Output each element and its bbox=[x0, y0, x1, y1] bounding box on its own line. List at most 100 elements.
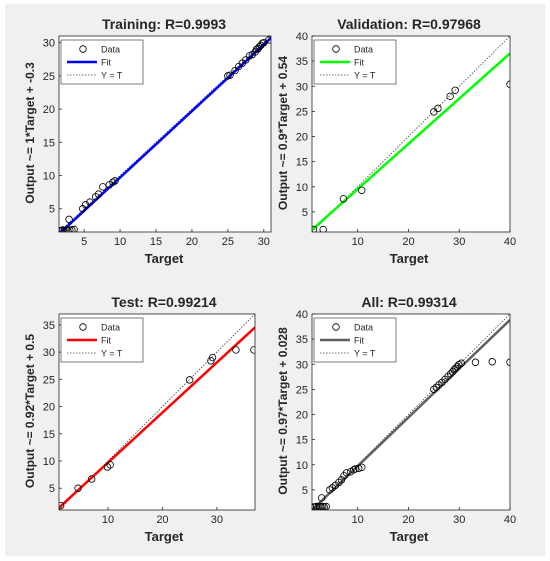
y-tick-label: 15 bbox=[296, 157, 308, 169]
y-tick-label: 30 bbox=[296, 81, 308, 93]
plot-content bbox=[312, 36, 510, 232]
panel-title: All: R=0.99314 bbox=[361, 294, 457, 310]
x-tick-label: 10 bbox=[352, 514, 364, 526]
x-tick-label: 10 bbox=[352, 236, 364, 248]
data-point bbox=[87, 475, 96, 483]
y-tick-label: 30 bbox=[43, 38, 55, 50]
legend-entry-yt: Y = T bbox=[101, 71, 123, 81]
data-point bbox=[208, 353, 217, 362]
legend-box: Data Fit Y = T bbox=[313, 317, 397, 363]
y-tick-label: 35 bbox=[43, 320, 55, 332]
legend-entry-data: Data bbox=[101, 45, 120, 55]
data-point bbox=[258, 39, 267, 48]
y-tick-label: 35 bbox=[296, 334, 308, 346]
data-point bbox=[434, 104, 442, 113]
data-point bbox=[74, 484, 82, 492]
y-tick-label: 20 bbox=[296, 410, 308, 422]
x-tick-label: 20 bbox=[402, 236, 414, 248]
legend-entry-yt: Y = T bbox=[354, 71, 376, 81]
y-axis-label: Output ~= 0.9*Target + 0.54 bbox=[276, 56, 290, 210]
legend-box: Data Fit Y = T bbox=[313, 39, 397, 85]
y-axis-label: Output ~= 0.97*Target + 0.028 bbox=[276, 327, 290, 495]
axes-frame bbox=[58, 313, 256, 511]
x-axis-label: Target bbox=[390, 251, 429, 266]
plot-content bbox=[59, 314, 255, 510]
data-point bbox=[59, 501, 65, 510]
fit-line bbox=[59, 37, 271, 232]
data-point bbox=[337, 476, 346, 484]
data-point bbox=[349, 466, 358, 474]
x-tick-label: 30 bbox=[453, 514, 465, 526]
y-tick-label: 30 bbox=[296, 359, 308, 371]
y-tick-label: 40 bbox=[296, 31, 308, 43]
x-tick-label: 20 bbox=[402, 514, 414, 526]
x-tick-label: 25 bbox=[222, 236, 234, 248]
x-axis-label: Target bbox=[145, 529, 184, 544]
legend-entry-data: Data bbox=[101, 323, 120, 333]
y-tick-label: 15 bbox=[43, 429, 55, 441]
data-point bbox=[86, 198, 94, 206]
fit-line bbox=[312, 52, 510, 231]
y-tick-label: 30 bbox=[43, 347, 55, 359]
data-point bbox=[444, 372, 452, 381]
data-point bbox=[106, 461, 114, 469]
x-axis-label: Target bbox=[145, 251, 184, 266]
panel-all: All: R=0.99314 Target Output ~= 0.97*Tar… bbox=[276, 294, 516, 544]
y-tick-label: 5 bbox=[49, 204, 55, 216]
legend-entry-data: Data bbox=[354, 323, 373, 333]
data-point bbox=[265, 36, 271, 44]
axes-frame bbox=[311, 313, 511, 511]
panel-title: Test: R=0.99214 bbox=[111, 294, 216, 310]
legend-data-marker bbox=[332, 45, 340, 53]
data-point bbox=[451, 86, 459, 94]
data-point bbox=[317, 494, 326, 502]
plot-content bbox=[312, 314, 510, 510]
panel-title: Validation: R=0.97968 bbox=[337, 16, 481, 32]
y-tick-label: 5 bbox=[49, 483, 55, 495]
y-tick-label: 35 bbox=[296, 56, 308, 68]
legend-entry-fit: Fit bbox=[101, 336, 111, 346]
y-tick-label: 25 bbox=[43, 71, 55, 83]
x-axis-label: Target bbox=[390, 529, 429, 544]
panel-validation: Validation: R=0.97968 Target Output ~= 0… bbox=[276, 16, 516, 266]
legend-entry-yt: Y = T bbox=[354, 349, 376, 359]
y-tick-label: 20 bbox=[43, 402, 55, 414]
y-tick-label: 5 bbox=[302, 485, 308, 497]
data-point bbox=[103, 463, 112, 471]
data-point bbox=[65, 215, 73, 224]
data-point bbox=[62, 226, 70, 232]
legend-entry-fit: Fit bbox=[101, 58, 111, 68]
data-point bbox=[488, 358, 496, 366]
axes-frame bbox=[58, 35, 272, 233]
y-tick-label: 5 bbox=[302, 207, 308, 219]
data-point bbox=[358, 463, 366, 471]
fit-line bbox=[59, 326, 255, 509]
data-point bbox=[457, 359, 465, 367]
data-point bbox=[312, 225, 318, 232]
y-axis-label: Output ~= 1*Target + -0.3 bbox=[23, 62, 37, 204]
legend-entry-yt: Y = T bbox=[101, 349, 123, 359]
data-point bbox=[432, 383, 441, 392]
data-point bbox=[471, 358, 480, 366]
data-point bbox=[250, 346, 255, 354]
data-point bbox=[506, 80, 510, 88]
y-tick-label: 10 bbox=[296, 460, 308, 472]
plot-content bbox=[59, 36, 271, 232]
x-tick-label: 30 bbox=[258, 236, 270, 248]
x-tick-label: 20 bbox=[186, 236, 198, 248]
data-point bbox=[94, 190, 103, 198]
data-point bbox=[339, 195, 348, 203]
panel-training: Training: R=0.9993 Target Output ~= 1*Ta… bbox=[23, 16, 272, 266]
data-point bbox=[66, 226, 74, 232]
data-point bbox=[446, 92, 454, 101]
legend-entry-fit: Fit bbox=[354, 336, 364, 346]
fit-line bbox=[312, 318, 510, 510]
data-point bbox=[430, 385, 438, 394]
x-tick-label: 30 bbox=[211, 514, 223, 526]
y-tick-label: 10 bbox=[43, 171, 55, 183]
data-point bbox=[70, 225, 78, 232]
data-point bbox=[109, 178, 117, 186]
data-point bbox=[358, 186, 366, 194]
y-tick-label: 10 bbox=[296, 182, 308, 194]
